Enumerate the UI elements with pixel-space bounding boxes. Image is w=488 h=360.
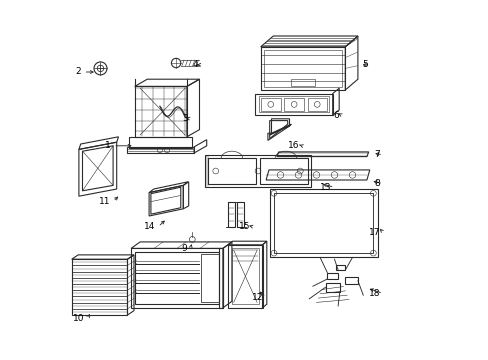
Text: 7: 7 [374, 150, 380, 159]
Text: 13: 13 [320, 183, 331, 192]
Text: 16: 16 [287, 141, 299, 150]
Text: 4: 4 [192, 60, 198, 69]
Text: 8: 8 [374, 179, 380, 188]
Text: 1: 1 [104, 141, 110, 150]
Bar [307, 98, 326, 111]
Bar [260, 98, 280, 111]
Bar [336, 265, 345, 270]
Bar [264, 50, 341, 87]
Text: 10: 10 [73, 314, 84, 323]
Text: 9: 9 [182, 244, 187, 253]
Text: 15: 15 [239, 222, 250, 231]
Bar [291, 79, 314, 86]
Bar [325, 283, 339, 292]
Bar [345, 277, 357, 284]
Bar [201, 254, 219, 302]
Text: 12: 12 [251, 292, 263, 302]
Text: 11: 11 [99, 197, 110, 206]
Bar [258, 96, 328, 112]
Text: 3: 3 [182, 114, 187, 123]
Bar [231, 248, 258, 304]
Bar [284, 98, 303, 111]
Text: 17: 17 [368, 228, 380, 237]
Text: 2: 2 [75, 68, 81, 77]
Text: 14: 14 [143, 222, 155, 231]
Text: 5: 5 [361, 60, 367, 69]
Text: 6: 6 [332, 111, 338, 120]
Bar [273, 193, 373, 253]
Bar [326, 273, 337, 279]
Text: 18: 18 [368, 289, 380, 298]
